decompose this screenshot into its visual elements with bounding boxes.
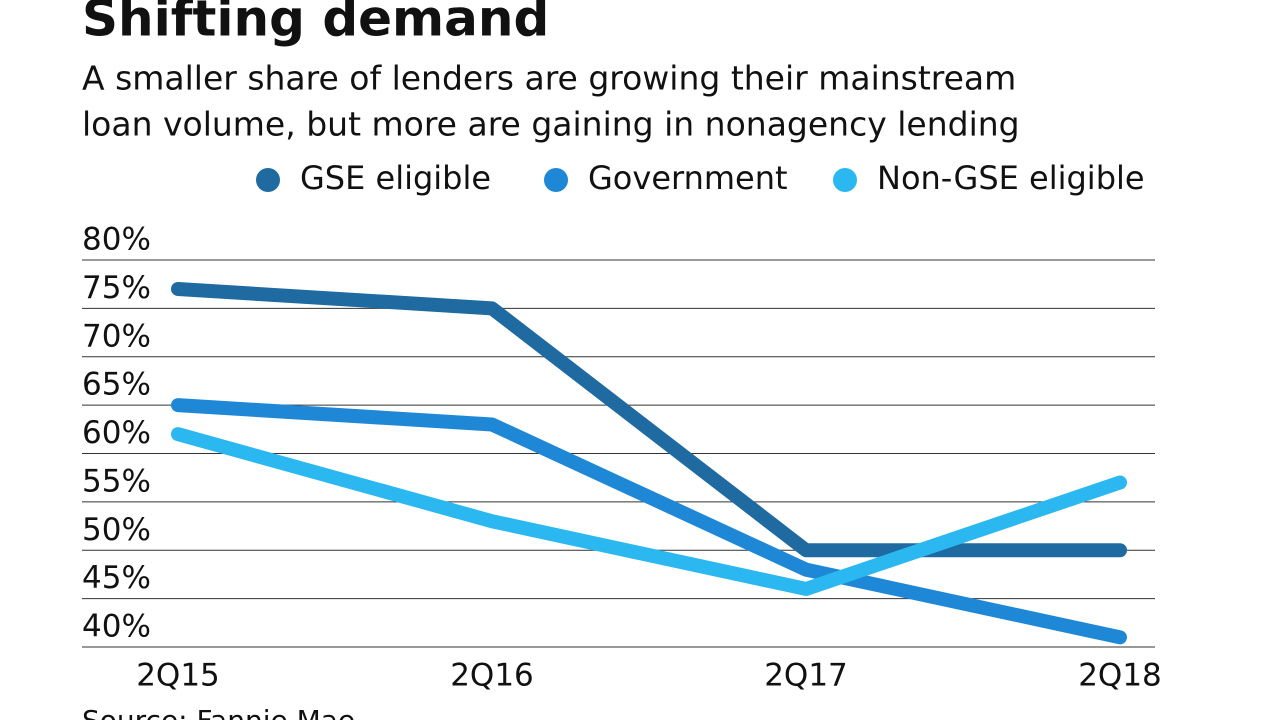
y-tick-label: 40% bbox=[82, 609, 151, 645]
subtitle: A smaller share of lenders are growing t… bbox=[82, 59, 1016, 98]
series-line bbox=[171, 427, 1127, 596]
y-tick-label: 45% bbox=[82, 560, 151, 596]
series-line bbox=[171, 282, 1127, 558]
legend-marker bbox=[833, 168, 857, 192]
x-tick-label: 2Q16 bbox=[450, 658, 534, 694]
x-tick-label: 2Q15 bbox=[136, 658, 220, 694]
x-tick-label: 2Q18 bbox=[1078, 658, 1162, 694]
legend-marker bbox=[256, 168, 280, 192]
source: Source: Fannie Mae bbox=[82, 704, 355, 720]
y-tick-label: 70% bbox=[82, 318, 151, 354]
legend-marker bbox=[544, 168, 568, 192]
x-tick-label: 2Q17 bbox=[764, 658, 848, 694]
y-tick-label: 65% bbox=[82, 367, 151, 403]
series-line bbox=[171, 398, 1127, 645]
chart-title: Shifting demand bbox=[82, 0, 549, 48]
y-tick-label: 55% bbox=[82, 463, 151, 499]
legend-label: Non-GSE eligible bbox=[877, 159, 1145, 197]
y-tick-label: 75% bbox=[82, 270, 151, 306]
y-tick-label: 60% bbox=[82, 415, 151, 451]
y-tick-label: 50% bbox=[82, 512, 151, 548]
subtitle: loan volume, but more are gaining in non… bbox=[82, 105, 1020, 144]
legend-label: Government bbox=[588, 159, 788, 197]
y-tick-label: 80% bbox=[82, 222, 151, 258]
legend-label: GSE eligible bbox=[300, 159, 491, 197]
